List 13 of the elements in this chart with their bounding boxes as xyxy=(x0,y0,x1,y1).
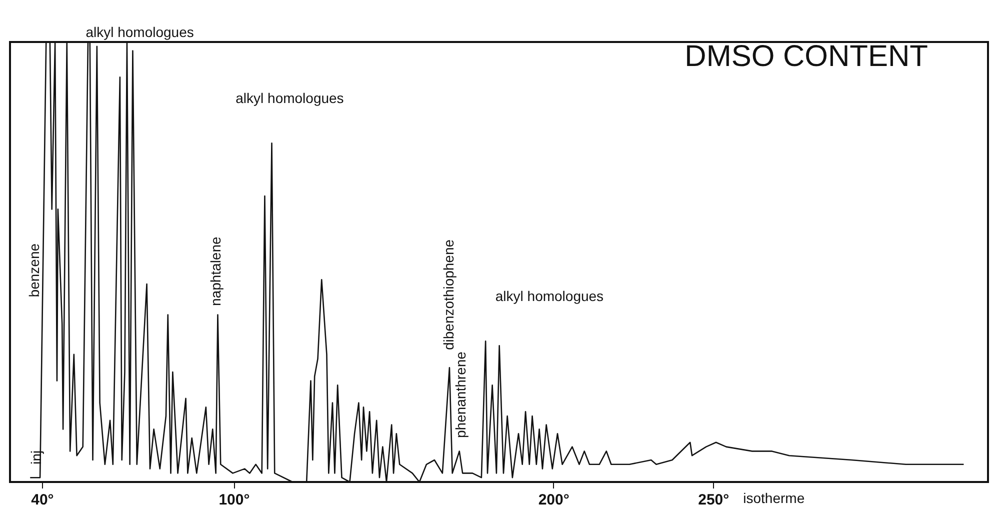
x-tick-label: 250° xyxy=(698,492,730,508)
annotation: phenanthrene xyxy=(452,351,469,438)
annotation: alkyl homologues xyxy=(236,90,344,106)
annotation: dibenzothiophene xyxy=(440,239,456,350)
text: isotherme xyxy=(743,490,805,506)
chart-title: DMSO CONTENT xyxy=(684,40,928,73)
x-tick-label: 200° xyxy=(538,492,570,508)
x-tick-label: 100° xyxy=(218,492,250,508)
annotation: alkyl homologues xyxy=(495,288,604,304)
x-tick-label: 40° xyxy=(31,492,54,508)
text: alkyl homologues xyxy=(86,24,194,40)
annotation: benzene xyxy=(26,243,42,298)
annotation: naphtalene xyxy=(208,236,224,306)
